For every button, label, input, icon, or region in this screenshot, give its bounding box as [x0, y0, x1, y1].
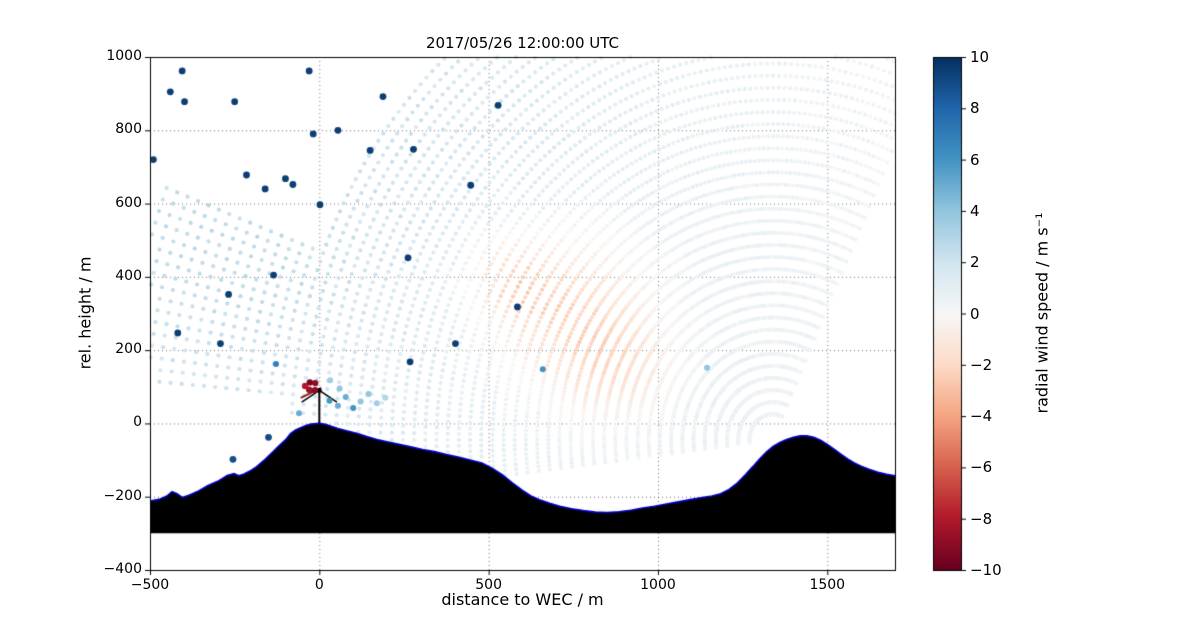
- colorbar-tick-label: −8: [970, 509, 993, 528]
- x-tick-label: −500: [130, 577, 170, 593]
- y-tick-label: −200: [103, 487, 142, 504]
- y-tick-label: 0: [133, 414, 142, 431]
- y-tick-label: −400: [103, 561, 142, 577]
- colorbar-tick-label: 2: [970, 253, 980, 272]
- colorbar-tick-label: 8: [970, 99, 980, 118]
- colorbar-tick-label: −4: [970, 407, 993, 426]
- y-tick-label: 1000: [106, 48, 142, 64]
- colorbar-tick-label: −10: [970, 561, 1002, 579]
- colorbar-tick-label: 4: [970, 201, 980, 220]
- x-tick-label: 500: [475, 577, 502, 593]
- colorbar-label: radial wind speed / m s⁻¹: [1032, 212, 1052, 414]
- colorbar-tick-label: 6: [970, 150, 980, 169]
- y-tick-label: 400: [115, 267, 142, 284]
- y-tick-label: 200: [115, 341, 142, 358]
- colorbar-tick-label: −6: [970, 458, 993, 477]
- y-tick-label: 600: [115, 194, 142, 211]
- colorbar-tick-label: −2: [970, 355, 993, 374]
- y-tick-label: 800: [115, 121, 142, 138]
- colorbar-tick-label: 10: [970, 48, 990, 66]
- x-tick-label: 1000: [640, 577, 676, 593]
- x-axis-label: distance to WEC / m: [441, 590, 604, 609]
- x-tick-label: 1500: [809, 577, 846, 593]
- plot-title: 2017/05/26 12:00:00 UTC: [425, 34, 620, 52]
- x-tick-label: 0: [314, 577, 324, 593]
- colorbar-tick-label: 0: [970, 304, 980, 323]
